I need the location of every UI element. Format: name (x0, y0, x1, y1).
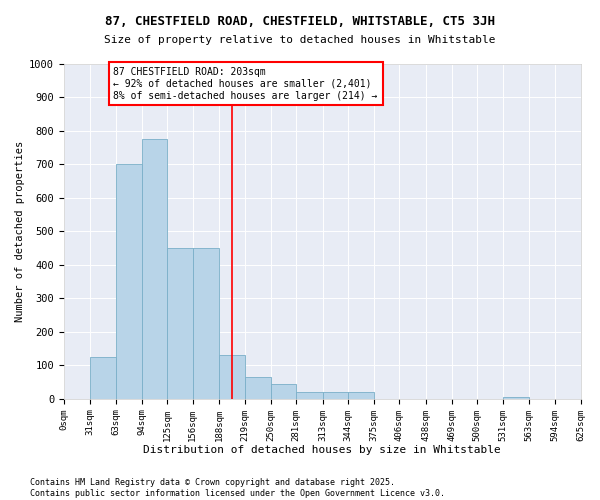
Text: 87, CHESTFIELD ROAD, CHESTFIELD, WHITSTABLE, CT5 3JH: 87, CHESTFIELD ROAD, CHESTFIELD, WHITSTA… (105, 15, 495, 28)
Bar (503, 397, 529, 399)
Bar (193, 248, 219, 399)
Bar (348, 392, 374, 399)
Bar (167, 248, 193, 399)
Bar (219, 356, 245, 399)
Text: Contains HM Land Registry data © Crown copyright and database right 2025.
Contai: Contains HM Land Registry data © Crown c… (30, 478, 445, 498)
X-axis label: Distribution of detached houses by size in Whitstable: Distribution of detached houses by size … (143, 445, 501, 455)
Bar (142, 140, 167, 399)
Bar (296, 392, 323, 399)
Text: 87 CHESTFIELD ROAD: 203sqm
← 92% of detached houses are smaller (2,401)
8% of se: 87 CHESTFIELD ROAD: 203sqm ← 92% of deta… (113, 68, 378, 100)
Text: Size of property relative to detached houses in Whitstable: Size of property relative to detached ho… (104, 35, 496, 45)
Bar (116, 164, 142, 399)
Bar (323, 392, 348, 399)
Bar (245, 377, 271, 399)
Bar (271, 384, 296, 399)
Y-axis label: Number of detached properties: Number of detached properties (15, 141, 25, 322)
Bar (89, 357, 116, 399)
